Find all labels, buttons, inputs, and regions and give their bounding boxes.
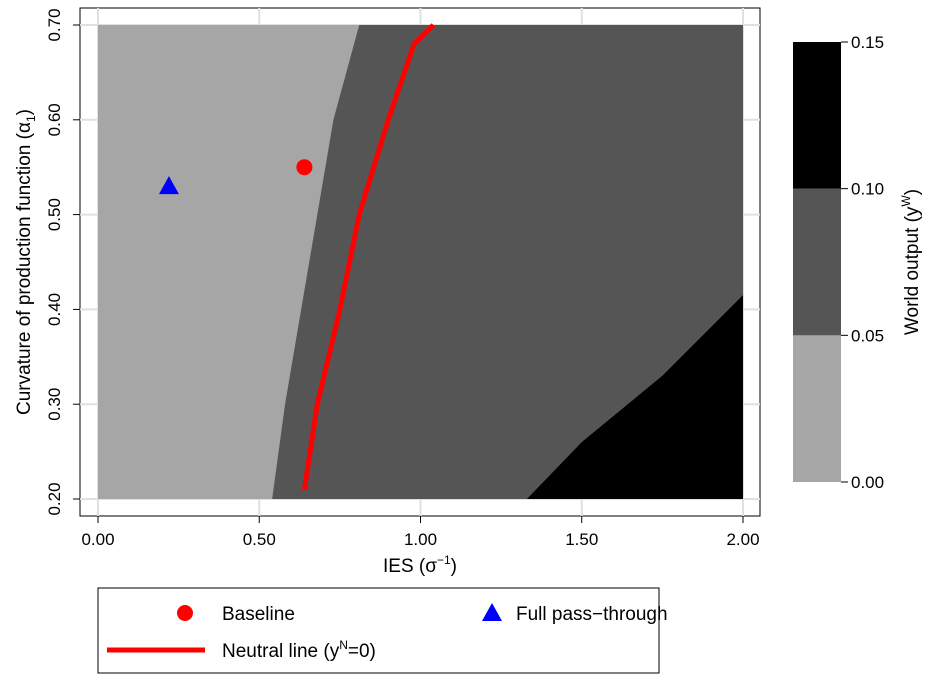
x-axis-title: IES (σ−1) <box>383 553 457 577</box>
y-tick-label: 0.40 <box>45 293 64 326</box>
legend-label: Baseline <box>222 604 295 625</box>
colorbar-tick-label: 0.10 <box>851 180 884 199</box>
legend-marker <box>482 603 502 621</box>
x-tick-label: 1.00 <box>404 530 437 549</box>
y-tick-label: 0.50 <box>45 198 64 231</box>
colorbar-title-script: W <box>899 195 913 207</box>
region-low <box>98 25 360 499</box>
colorbar-title-part: World output (y <box>902 206 923 335</box>
colorbar-title: World output (yW) <box>899 189 923 335</box>
colorbar-band <box>793 188 841 336</box>
x-axis-title-part: ) <box>451 556 457 577</box>
legend-label-script: N <box>339 638 348 652</box>
y-tick-label: 0.30 <box>45 388 64 421</box>
point-marker <box>158 176 179 195</box>
y-axis-title: Curvature of production function (α1) <box>14 109 38 415</box>
legend-box <box>97 587 660 674</box>
region-high <box>526 295 743 499</box>
legend-label-part: Neutral line (y <box>222 641 340 662</box>
colorbar-band <box>793 42 841 189</box>
x-axis-title-part: IES (σ <box>383 556 437 577</box>
colorbar-tick-label: 0.15 <box>851 33 884 52</box>
point-marker <box>296 159 313 176</box>
y-axis-title-script: 1 <box>24 115 38 122</box>
neutral-line <box>301 23 436 490</box>
x-tick-label: 2.00 <box>726 530 759 549</box>
y-axis-title-part: Curvature of production function (α <box>14 122 35 415</box>
y-tick-label: 0.60 <box>45 103 64 136</box>
colorbar-band <box>793 335 841 482</box>
legend-label-part: =0) <box>348 641 376 662</box>
legend-label: Full pass−through <box>516 604 668 625</box>
y-tick-label: 0.20 <box>45 482 64 515</box>
colorbar-tick-label: 0.00 <box>851 473 884 492</box>
x-axis-title-script: −1 <box>437 553 451 567</box>
colorbar-title-part: ) <box>902 189 923 195</box>
y-tick-label: 0.70 <box>45 8 64 41</box>
colorbar-tick-label: 0.05 <box>851 326 884 345</box>
legend-marker <box>177 605 193 621</box>
legend-label: Neutral line (yN=0) <box>222 638 376 662</box>
y-axis-title-part: ) <box>14 109 35 115</box>
x-tick-label: 0.50 <box>243 530 276 549</box>
x-tick-label: 1.50 <box>565 530 598 549</box>
x-tick-label: 0.00 <box>81 530 114 549</box>
